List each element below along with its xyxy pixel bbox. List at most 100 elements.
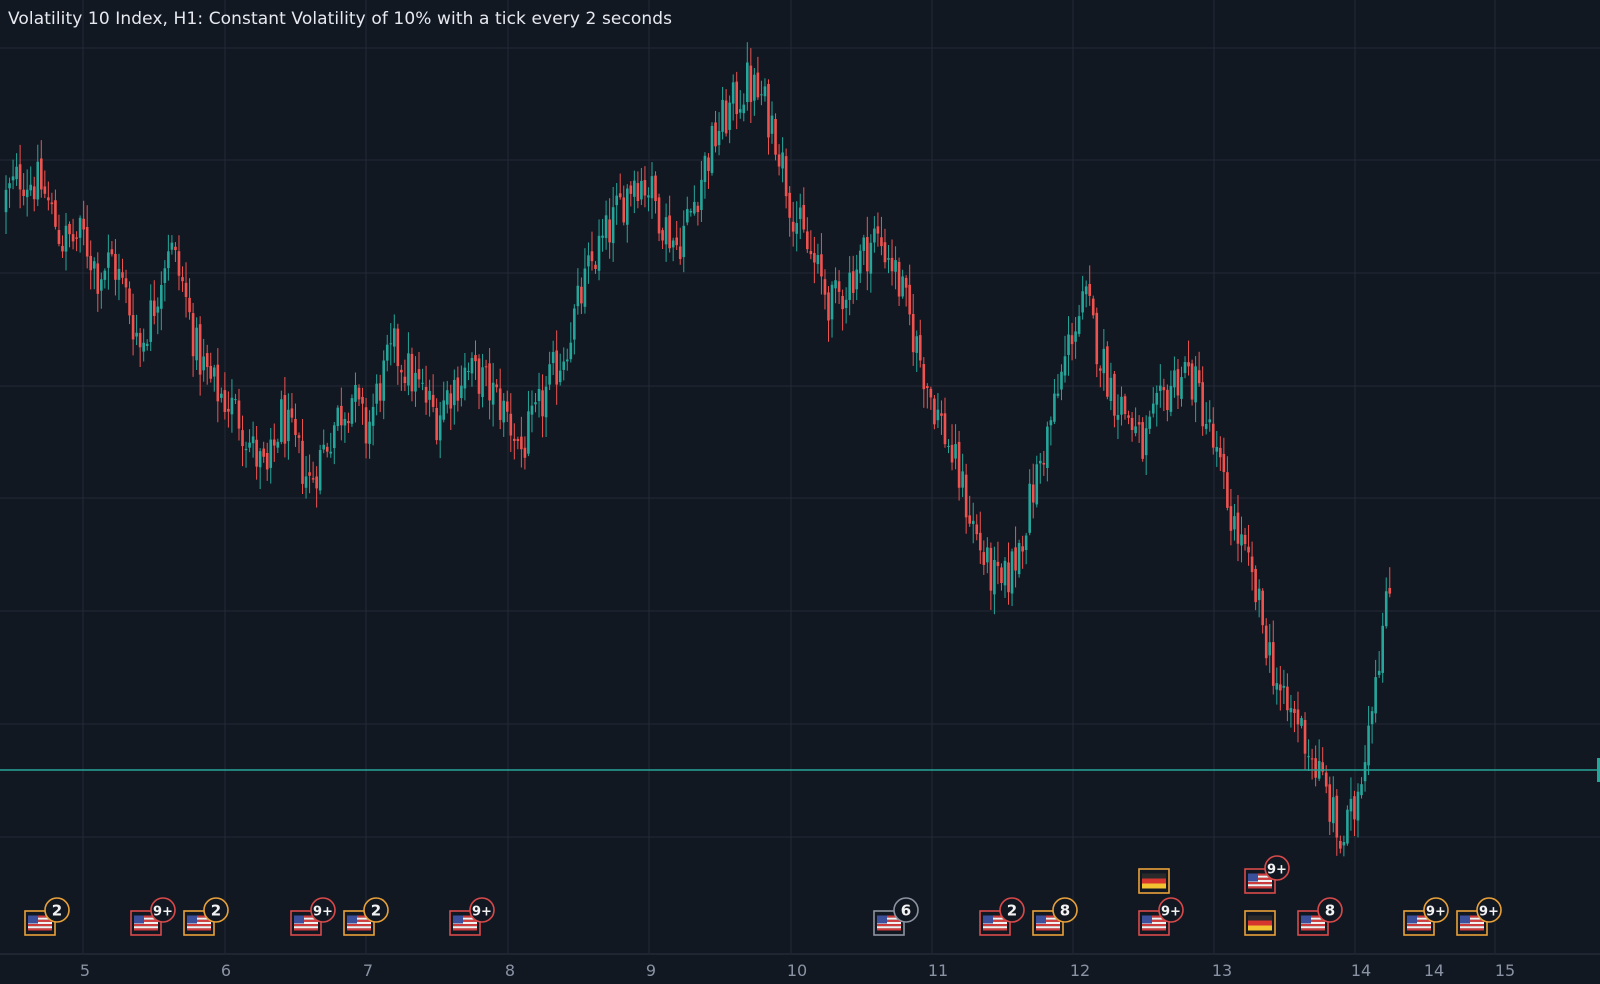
candle — [75, 231, 78, 252]
candle-body — [491, 382, 495, 405]
candle — [816, 243, 820, 274]
flag-stripe — [347, 928, 371, 931]
candle — [1120, 386, 1123, 426]
candle — [160, 271, 163, 331]
candle-body — [661, 230, 664, 241]
candle-body — [1046, 426, 1049, 468]
candle — [1303, 712, 1307, 770]
candle-body — [421, 382, 424, 384]
flag-stripe — [1407, 924, 1431, 927]
candle-body — [1377, 670, 1381, 675]
event-marker[interactable]: 9+ — [290, 897, 336, 936]
flag-stripe — [294, 928, 318, 931]
candle-body — [135, 332, 138, 337]
de-flag-icon — [1142, 873, 1166, 889]
candle — [911, 294, 915, 366]
candle-body — [678, 246, 682, 260]
candle-body — [1176, 369, 1180, 396]
candle — [918, 319, 922, 368]
candle-body — [1204, 424, 1208, 429]
event-marker[interactable]: 6 — [873, 897, 919, 936]
candle-body — [117, 268, 121, 280]
candle-body — [1194, 366, 1197, 403]
candle — [555, 330, 558, 405]
candle-body — [816, 255, 820, 265]
candle-body — [1053, 393, 1056, 422]
candle-body — [1296, 709, 1300, 725]
event-marker[interactable]: 9+ — [130, 897, 176, 936]
candle-body — [791, 221, 795, 232]
candle — [1144, 415, 1148, 475]
candle — [1204, 402, 1208, 435]
event-marker[interactable]: 8 — [1032, 897, 1078, 936]
us-flag-icon — [1248, 873, 1272, 889]
candle — [841, 289, 844, 331]
candle-body — [1342, 842, 1346, 846]
candle-body — [1010, 551, 1014, 594]
event-marker[interactable]: 8 — [1297, 897, 1343, 936]
candle — [272, 423, 276, 462]
flag-stripe — [1407, 919, 1431, 922]
flag-stripe — [1407, 921, 1431, 925]
candle-body — [908, 284, 911, 315]
event-count-label: 8 — [1325, 902, 1335, 920]
flag-stripe — [1036, 919, 1060, 922]
candle-body — [993, 559, 996, 595]
event-marker[interactable] — [1244, 910, 1276, 936]
event-count-label: 9+ — [313, 905, 333, 920]
candle — [124, 269, 128, 304]
candle — [1010, 548, 1014, 607]
event-marker[interactable]: 9+ — [1138, 897, 1184, 936]
candle-body — [936, 409, 940, 421]
event-marker[interactable]: 9+ — [1244, 855, 1290, 894]
candle-body — [308, 472, 311, 476]
candle — [1275, 667, 1279, 705]
us-flag-icon — [1301, 915, 1325, 931]
candle — [290, 393, 294, 423]
candle-body — [145, 343, 149, 346]
candle-body — [29, 184, 33, 191]
event-marker[interactable]: 9+ — [1456, 897, 1502, 936]
event-marker[interactable]: 2 — [183, 897, 229, 936]
candle-body — [417, 369, 421, 380]
candle — [1388, 567, 1392, 598]
candle-body — [1169, 385, 1173, 412]
flag-stripe — [1407, 917, 1431, 920]
candle — [901, 269, 904, 299]
event-marker[interactable] — [1138, 868, 1170, 894]
candle-body — [43, 186, 47, 194]
candle — [382, 350, 386, 420]
candle — [756, 56, 760, 100]
candle — [707, 153, 710, 189]
candle — [742, 93, 746, 122]
candle-body — [541, 390, 544, 417]
candle-body — [753, 74, 756, 101]
candle — [611, 186, 615, 262]
event-marker[interactable]: 2 — [24, 897, 70, 936]
event-marker[interactable]: 2 — [979, 897, 1025, 936]
candle — [488, 348, 491, 420]
event-marker[interactable]: 9+ — [1403, 897, 1449, 936]
candle — [862, 234, 866, 266]
candle-body — [622, 197, 626, 223]
candle — [96, 252, 100, 312]
candle-body — [915, 336, 919, 353]
event-marker[interactable]: 9+ — [449, 897, 495, 936]
candle-body — [445, 390, 449, 405]
candle-body — [933, 398, 936, 425]
flag-stripe — [1036, 917, 1060, 920]
flag-canton — [187, 915, 197, 924]
candle — [1134, 407, 1137, 437]
candle — [1346, 805, 1349, 846]
candle — [347, 412, 350, 433]
candle-body — [502, 400, 506, 423]
candle — [389, 323, 393, 366]
candle — [1137, 415, 1141, 444]
candle — [43, 170, 47, 199]
x-tick-label: 9 — [646, 961, 656, 980]
flag-stripe — [877, 917, 901, 920]
event-marker[interactable]: 2 — [343, 897, 389, 936]
candle-body — [1271, 642, 1275, 686]
